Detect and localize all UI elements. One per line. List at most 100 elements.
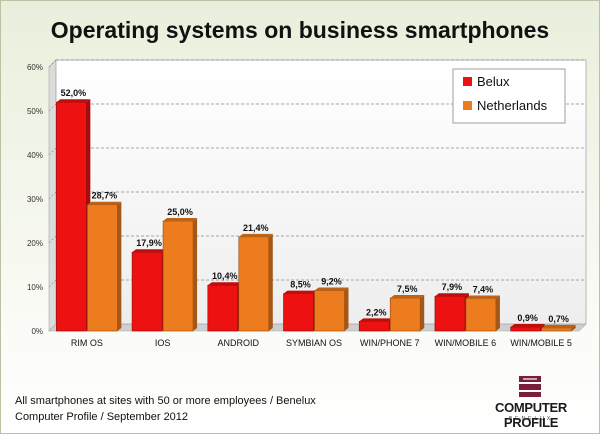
bar <box>314 287 349 332</box>
footnote-line-1: All smartphones at sites with 50 or more… <box>15 395 316 407</box>
category-labels: RIM OS IOS ANDROID SYMBIAN OS WIN/PHONE 7 WIN… <box>71 338 572 348</box>
logo-mark-icon <box>519 376 541 397</box>
gridline-side <box>48 59 57 68</box>
bar-front <box>207 284 239 332</box>
bars <box>56 99 576 332</box>
bar-side <box>117 201 122 331</box>
bar-top <box>238 233 273 237</box>
gridline-side <box>48 191 57 200</box>
bar-top <box>163 218 198 221</box>
bar-front <box>358 321 390 332</box>
bar <box>358 318 394 332</box>
y-tick-label: 20% <box>27 239 43 248</box>
bar-top <box>390 295 425 298</box>
bar-top <box>207 282 242 286</box>
gridline-side <box>48 147 57 156</box>
footnote-line-2: Computer Profile / September 2012 <box>15 411 189 423</box>
y-tick-label: 60% <box>27 63 43 72</box>
data-label: 7,9% <box>442 282 463 292</box>
category-label: WIN/MOBILE 6 <box>435 338 497 348</box>
legend-swatch <box>463 101 472 110</box>
data-label: 2,2% <box>366 307 387 317</box>
footnote: All smartphones at sites with 50 or more… <box>15 393 316 425</box>
bar <box>465 295 500 332</box>
category-label: SYMBIAN OS <box>286 338 342 348</box>
bar-front <box>283 293 314 332</box>
bar-chart: 0% 10% 20% 30% 40% 50% 60% 52,0% 28,7% 17,9% 25,0… <box>27 59 587 348</box>
bar-side <box>571 324 576 331</box>
y-tick-label: 30% <box>27 195 43 204</box>
bar-front <box>434 295 466 332</box>
bar-front <box>510 326 541 332</box>
bar-top <box>314 287 349 291</box>
gridline-side <box>48 279 57 288</box>
bar-side <box>193 218 198 331</box>
category-label: WIN/MOBILE 5 <box>510 338 572 348</box>
bar <box>56 99 91 332</box>
bar-front <box>238 236 270 332</box>
data-label: 25,0% <box>167 207 193 217</box>
data-label: 9,2% <box>321 277 342 287</box>
bar-side <box>420 295 425 331</box>
category-label: ANDROID <box>218 338 260 348</box>
bar-front <box>162 220 194 332</box>
bar-side <box>268 233 273 331</box>
bar-side <box>495 295 500 331</box>
legend-swatch <box>463 77 472 86</box>
chart-title: Operating systems on business smartphone… <box>50 17 550 43</box>
category-label: WIN/PHONE 7 <box>360 338 420 348</box>
legend: Belux Netherlands <box>452 68 566 124</box>
bar <box>238 233 273 332</box>
y-axis-ticks: 0% 10% 20% 30% 40% 50% 60% <box>27 63 43 336</box>
logo-subtitle: BENELUX <box>508 416 554 422</box>
bar-top <box>132 249 167 253</box>
category-label: IOS <box>155 338 171 348</box>
data-label: 7,4% <box>473 284 494 294</box>
bar-top <box>56 99 91 103</box>
bar <box>541 324 576 332</box>
bar-front <box>465 298 497 332</box>
bar-front <box>87 204 118 332</box>
bar-top <box>87 201 122 205</box>
data-label: 10,4% <box>212 271 238 281</box>
bar-front <box>314 290 345 332</box>
bar-top <box>465 295 500 299</box>
logo-name: COMPUTER PROFILE <box>495 400 567 430</box>
bar-front <box>541 327 572 332</box>
bar <box>510 324 545 332</box>
bar <box>162 218 198 332</box>
data-label: 7,5% <box>397 284 418 294</box>
data-label: 0,9% <box>517 313 538 323</box>
data-label: 21,4% <box>243 223 269 233</box>
bar-top <box>359 318 394 322</box>
bar-side <box>344 287 349 331</box>
bar <box>131 249 167 332</box>
y-tick-label: 10% <box>27 283 43 292</box>
bar-top <box>541 324 576 328</box>
data-labels: 52,0% 28,7% 17,9% 25,0% 10,4% 21,4% 8,5% 9,2% 2,… <box>61 88 569 324</box>
bar-front <box>389 297 421 332</box>
bar-top <box>510 324 545 328</box>
bar <box>87 201 122 332</box>
y-tick-label: 40% <box>27 151 43 160</box>
data-label: 8,5% <box>290 280 311 290</box>
legend-label: Netherlands <box>477 98 548 113</box>
data-label: 17,9% <box>136 238 162 248</box>
gridline-side <box>48 103 57 112</box>
gridline-side <box>48 235 57 244</box>
computer-profile-logo: COMPUTER PROFILE BENELUX <box>475 374 587 430</box>
y-tick-label: 0% <box>31 327 43 336</box>
gridlines <box>48 59 586 288</box>
bar <box>389 295 425 332</box>
bar <box>283 290 318 332</box>
data-label: 28,7% <box>92 191 118 201</box>
bar-front <box>56 101 87 332</box>
bar-top <box>434 293 469 297</box>
bar-top <box>283 290 318 294</box>
bar <box>434 293 469 332</box>
data-label: 52,0% <box>61 88 87 98</box>
y-tick-label: 50% <box>27 107 43 116</box>
data-label: 0,7% <box>548 314 569 324</box>
category-label: RIM OS <box>71 338 103 348</box>
